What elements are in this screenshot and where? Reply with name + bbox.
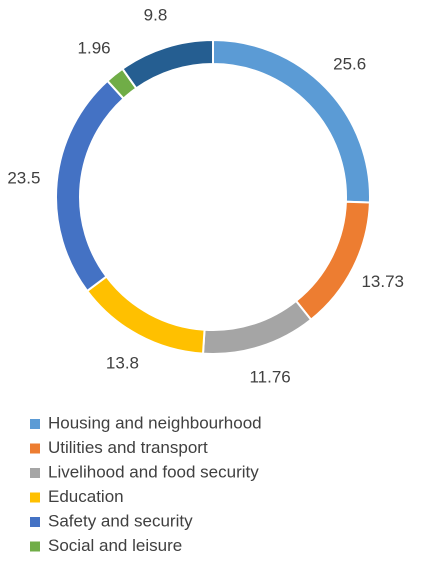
legend-label: Utilities and transport — [48, 438, 208, 457]
donut-segment — [85, 275, 206, 355]
data-label: 23.5 — [7, 168, 40, 187]
donut-segment — [201, 299, 313, 355]
legend-swatch — [30, 419, 40, 429]
data-label: 1.96 — [78, 38, 111, 57]
legend-swatch — [30, 541, 40, 552]
legend-swatch — [30, 517, 40, 527]
data-label: 13.8 — [106, 354, 139, 373]
legend-label: Safety and security — [48, 511, 193, 530]
legend-swatch — [30, 468, 40, 478]
donut-segment — [121, 38, 214, 90]
data-label: 9.8 — [144, 5, 168, 24]
legend-label: Housing and neighbourhood — [48, 413, 262, 432]
legend-swatch — [30, 443, 40, 454]
data-label: 11.76 — [249, 368, 290, 387]
legend-swatch — [30, 492, 40, 503]
donut-segment — [294, 200, 371, 322]
data-label: 13.73 — [361, 272, 404, 291]
legend-label: Livelihood and food security — [48, 462, 259, 481]
data-label: 25.6 — [333, 55, 366, 74]
legend-label: Education — [48, 487, 124, 506]
legend-label: Social and leisure — [48, 536, 182, 555]
donut-segment — [55, 79, 125, 293]
